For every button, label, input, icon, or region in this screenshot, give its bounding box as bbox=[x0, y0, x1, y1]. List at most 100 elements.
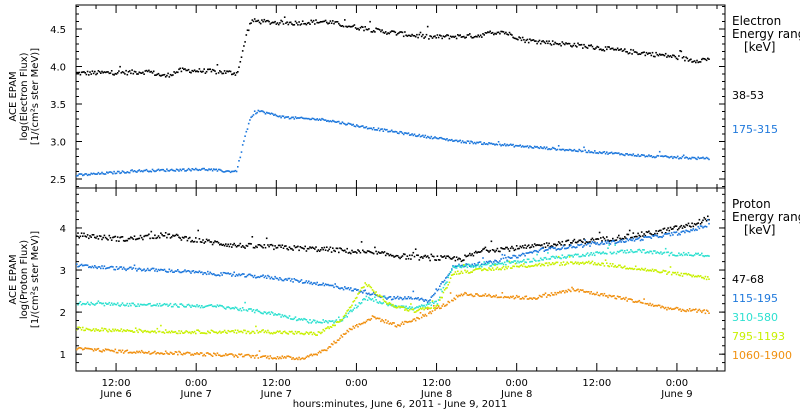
data-point bbox=[251, 330, 254, 333]
data-point bbox=[503, 261, 506, 264]
data-point bbox=[538, 262, 541, 265]
data-point bbox=[238, 309, 240, 312]
data-point bbox=[487, 294, 489, 297]
data-point bbox=[327, 250, 329, 252]
data-point bbox=[217, 72, 220, 74]
y-tick-label: 2.5 bbox=[50, 175, 66, 186]
legend-entry: 1060-1900 bbox=[732, 349, 792, 362]
data-point bbox=[600, 253, 602, 255]
data-point bbox=[500, 262, 502, 265]
x-day-label: June 7 bbox=[260, 389, 292, 400]
data-point bbox=[433, 137, 435, 139]
data-point bbox=[221, 72, 223, 75]
data-point bbox=[328, 248, 330, 251]
data-point bbox=[76, 175, 78, 177]
data-point bbox=[443, 289, 446, 291]
data-point bbox=[144, 351, 147, 354]
data-point bbox=[464, 269, 466, 272]
data-point bbox=[553, 247, 555, 250]
data-point bbox=[344, 19, 346, 21]
data-point bbox=[400, 305, 403, 307]
data-point bbox=[294, 279, 297, 281]
data-point bbox=[151, 267, 154, 270]
data-point bbox=[131, 302, 133, 305]
data-point bbox=[342, 317, 345, 320]
data-point bbox=[190, 306, 192, 308]
data-point bbox=[457, 34, 459, 36]
data-point bbox=[166, 74, 168, 77]
data-point bbox=[503, 268, 506, 271]
data-point bbox=[692, 274, 695, 277]
data-point bbox=[250, 22, 252, 24]
data-point bbox=[626, 51, 628, 53]
data-point bbox=[351, 249, 353, 252]
data-point bbox=[191, 304, 193, 307]
data-point bbox=[234, 275, 237, 277]
data-point bbox=[258, 21, 261, 24]
data-point bbox=[463, 265, 465, 267]
data-point bbox=[404, 132, 406, 134]
data-point bbox=[688, 254, 691, 256]
data-point bbox=[705, 278, 708, 281]
data-point bbox=[332, 343, 334, 346]
data-point bbox=[547, 42, 549, 45]
data-point bbox=[380, 128, 382, 131]
data-point bbox=[666, 251, 668, 254]
data-point bbox=[511, 144, 513, 146]
data-point bbox=[472, 265, 475, 267]
data-point bbox=[554, 41, 556, 44]
data-point bbox=[108, 349, 111, 351]
data-point bbox=[537, 251, 540, 253]
data-point bbox=[103, 265, 106, 267]
data-point bbox=[304, 245, 306, 248]
data-point bbox=[497, 250, 500, 253]
data-point bbox=[121, 71, 124, 73]
data-point bbox=[145, 168, 148, 171]
data-point bbox=[490, 240, 493, 243]
data-point bbox=[595, 251, 597, 254]
data-point bbox=[536, 244, 538, 246]
data-point bbox=[651, 234, 654, 237]
data-point bbox=[459, 34, 461, 36]
data-point bbox=[506, 260, 508, 263]
data-point bbox=[476, 263, 478, 266]
data-point bbox=[507, 260, 510, 263]
data-point bbox=[646, 236, 649, 238]
data-point bbox=[92, 328, 95, 330]
data-point bbox=[370, 286, 373, 289]
data-point bbox=[600, 152, 602, 154]
data-point bbox=[435, 288, 437, 290]
data-point bbox=[378, 300, 381, 303]
data-point bbox=[634, 154, 637, 157]
data-point bbox=[199, 70, 202, 73]
x-day-label: June 8 bbox=[420, 389, 452, 400]
data-point bbox=[591, 254, 594, 256]
data-point bbox=[442, 138, 445, 140]
data-point bbox=[472, 254, 475, 257]
data-point bbox=[583, 43, 585, 46]
data-point bbox=[434, 259, 436, 261]
data-point bbox=[601, 252, 603, 254]
data-point bbox=[83, 264, 85, 267]
data-point bbox=[387, 304, 389, 307]
data-point bbox=[388, 302, 391, 304]
data-point bbox=[687, 310, 690, 312]
data-point bbox=[122, 239, 125, 242]
data-point bbox=[362, 292, 364, 294]
data-point bbox=[179, 168, 181, 171]
data-point bbox=[193, 330, 196, 333]
data-point bbox=[116, 236, 119, 238]
data-point bbox=[134, 305, 137, 308]
data-point bbox=[625, 267, 627, 270]
data-point bbox=[406, 307, 409, 310]
data-point bbox=[90, 236, 92, 238]
data-point bbox=[241, 50, 244, 52]
data-point bbox=[352, 309, 354, 311]
data-point bbox=[636, 238, 638, 240]
data-point bbox=[323, 20, 326, 23]
data-point bbox=[416, 316, 418, 319]
data-point bbox=[216, 64, 219, 66]
legend-entry: 795-1193 bbox=[732, 330, 785, 343]
data-point bbox=[293, 358, 296, 361]
data-point bbox=[299, 116, 302, 119]
